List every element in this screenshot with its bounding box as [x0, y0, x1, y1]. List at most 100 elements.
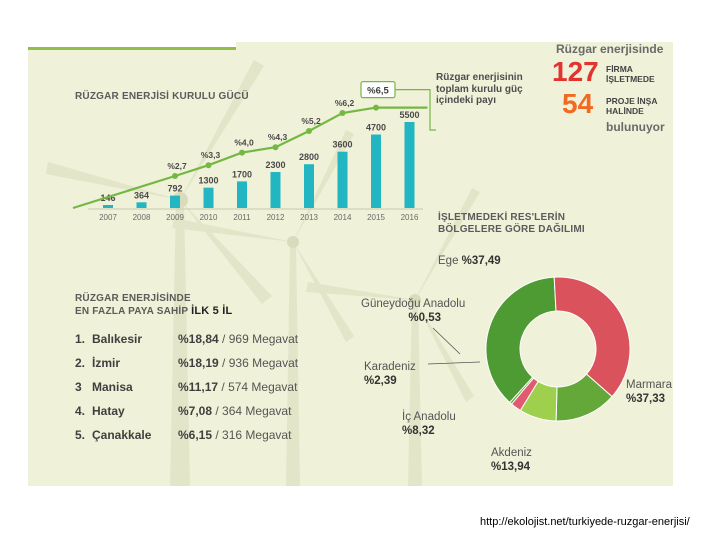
- bar-2012: [270, 172, 281, 208]
- panel-top-gap: [28, 42, 236, 49]
- infographic-panel: 146 2007 364 2008 792 2009 1300 2010 1700 2011 230…: [28, 42, 673, 486]
- regions-title-line1: İŞLETMEDEKİ RES'LERİN: [438, 212, 566, 223]
- x-tick-label-2015: 2015: [367, 213, 385, 222]
- city-rank-1: 1.: [75, 332, 86, 346]
- share-point-2010: [205, 162, 212, 169]
- bar-value-label-2008: 364: [134, 190, 149, 200]
- city-share-sep-4: /: [212, 404, 223, 418]
- bar-2015: [371, 134, 381, 208]
- share-note: Rüzgar enerjisinin toplam kurulu güç içi…: [436, 72, 523, 106]
- share-label-2015: %6,5: [367, 86, 389, 97]
- city-share-sep-2: /: [218, 356, 229, 370]
- bar-value-label-2015: 4700: [366, 123, 386, 133]
- donut-label-5: Güneydoğu Anadolu %0,53: [361, 297, 465, 325]
- operating-label: FİRMA İŞLETMEDE: [606, 64, 655, 84]
- bar-2016: [404, 122, 415, 208]
- donut-label-value-0: %37,49: [461, 255, 501, 267]
- panel-top-accent: [28, 47, 236, 50]
- share-label-2010: %3,3: [201, 150, 221, 160]
- installed-capacity-title: RÜZGAR ENERJİSİ KURULU GÜCÜ: [75, 91, 249, 102]
- share-label-2014: %6,2: [335, 98, 355, 108]
- project-count: 54: [562, 88, 594, 119]
- chart-canvas: 1462007364200879220091300201017002011230…: [72, 80, 631, 422]
- bar-2014: [337, 151, 348, 208]
- bar-2009: [170, 195, 180, 208]
- bar-2011: [237, 181, 247, 208]
- city-share-1: %18,84 / 969 Megavat: [178, 332, 298, 346]
- city-rank-2: 2.: [75, 356, 86, 370]
- top-cities-title-bold: İLK 5 İL: [191, 305, 233, 317]
- city-share-3: %11,17 / 574 Megavat: [178, 380, 297, 394]
- companies-tail: bulunuyor: [606, 120, 665, 134]
- x-tick-label-2009: 2009: [166, 213, 184, 222]
- source-url[interactable]: http://ekolojist.net/turkiyede-ruzgar-en…: [480, 516, 690, 528]
- city-capacity-3: 574 Megavat: [228, 380, 298, 394]
- donut-label-0: Ege %37,49: [438, 254, 501, 268]
- donut-label-name-4: Karadeniz: [364, 361, 416, 373]
- city-name-3: Manisa: [92, 380, 133, 394]
- share-label-2012: %4,3: [268, 132, 288, 142]
- bar-2007: [103, 205, 113, 208]
- bar-2010: [203, 187, 214, 208]
- share-point-2014: [339, 110, 346, 116]
- city-share-sep-5: /: [212, 428, 223, 442]
- bar-2013: [304, 164, 314, 208]
- city-rank-5: 5.: [75, 428, 86, 442]
- leader-guneydogu: [432, 327, 461, 355]
- city-name-5: Çanakkale: [92, 428, 152, 442]
- city-share-value-5: %6,15: [178, 428, 213, 442]
- x-tick-label-2016: 2016: [401, 213, 419, 222]
- city-share-2: %18,19 / 936 Megavat: [178, 356, 298, 370]
- x-tick-label-2011: 2011: [233, 213, 251, 222]
- share-label-2013: %5,2: [301, 116, 321, 126]
- x-tick-label-2012: 2012: [267, 213, 285, 222]
- bar-value-label-2012: 2300: [265, 160, 285, 170]
- city-share-sep-1: /: [218, 332, 229, 346]
- city-name-4: Hatay: [92, 404, 125, 418]
- x-tick-label-2013: 2013: [300, 213, 318, 222]
- x-tick-label-2014: 2014: [334, 213, 352, 222]
- bar-value-label-2014: 3600: [332, 140, 352, 150]
- top-cities-title-line2: EN FAZLA PAYA SAHİP İLK 5 İL: [75, 305, 232, 318]
- city-capacity-4: 364 Megavat: [222, 404, 292, 418]
- share-point-2015: [373, 104, 379, 111]
- city-rank-3: 3: [75, 380, 82, 394]
- project-label: PROJE İNŞA HALİNDE: [606, 96, 658, 116]
- city-share-value-1: %18,84: [178, 332, 219, 346]
- share-point-2009: [172, 173, 178, 179]
- share-point-2012: [272, 144, 279, 151]
- city-name-2: İzmir: [92, 356, 121, 370]
- top-cities-title-prefix: EN FAZLA PAYA SAHİP: [75, 306, 192, 317]
- x-tick-label-2008: 2008: [133, 213, 151, 222]
- donut-slice-5: [509, 376, 535, 405]
- top-cities-title-line1: RÜZGAR ENERJİSİNDE: [75, 293, 191, 304]
- city-capacity-5: 316 Megavat: [222, 428, 292, 442]
- donut-label-1: Marmara %37,33: [626, 378, 673, 406]
- donut-label-3: İç Anadolu %8,32: [402, 410, 456, 438]
- share-point-2013: [306, 128, 312, 134]
- donut-label-value-3: %8,32: [402, 425, 435, 437]
- leader-karadeniz: [427, 361, 481, 365]
- operating-count: 127: [552, 56, 599, 87]
- donut-label-2: Akdeniz %13,94: [491, 446, 532, 474]
- bar-2008: [136, 202, 147, 208]
- city-share-value-4: %7,08: [178, 404, 213, 418]
- donut-label-value-1: %37,33: [626, 393, 666, 405]
- donut-label-name-1: Marmara: [626, 379, 673, 391]
- bar-value-label-2011: 1700: [232, 169, 252, 179]
- city-share-value-2: %18,19: [178, 356, 219, 370]
- bar-value-label-2010: 1300: [198, 176, 218, 186]
- donut-label-value-2: %13,94: [491, 461, 531, 473]
- city-share-sep-3: /: [218, 380, 229, 394]
- city-share-value-3: %11,17: [178, 380, 219, 394]
- donut-label-name-3: İç Anadolu: [402, 411, 456, 423]
- donut-slice-0: [485, 276, 557, 404]
- companies-heading: Rüzgar enerjisinde: [556, 42, 664, 56]
- city-share-5: %6,15 / 316 Megavat: [178, 428, 291, 442]
- donut-slice-1: [553, 276, 631, 398]
- share-note-connector: [395, 88, 436, 131]
- regions-title-line2: BÖLGELERE GÖRE DAĞILIMI: [438, 224, 585, 235]
- donut-label-name-5: Güneydoğu Anadolu: [361, 298, 466, 310]
- city-share-4: %7,08 / 364 Megavat: [178, 404, 291, 418]
- x-tick-label-2007: 2007: [99, 213, 117, 222]
